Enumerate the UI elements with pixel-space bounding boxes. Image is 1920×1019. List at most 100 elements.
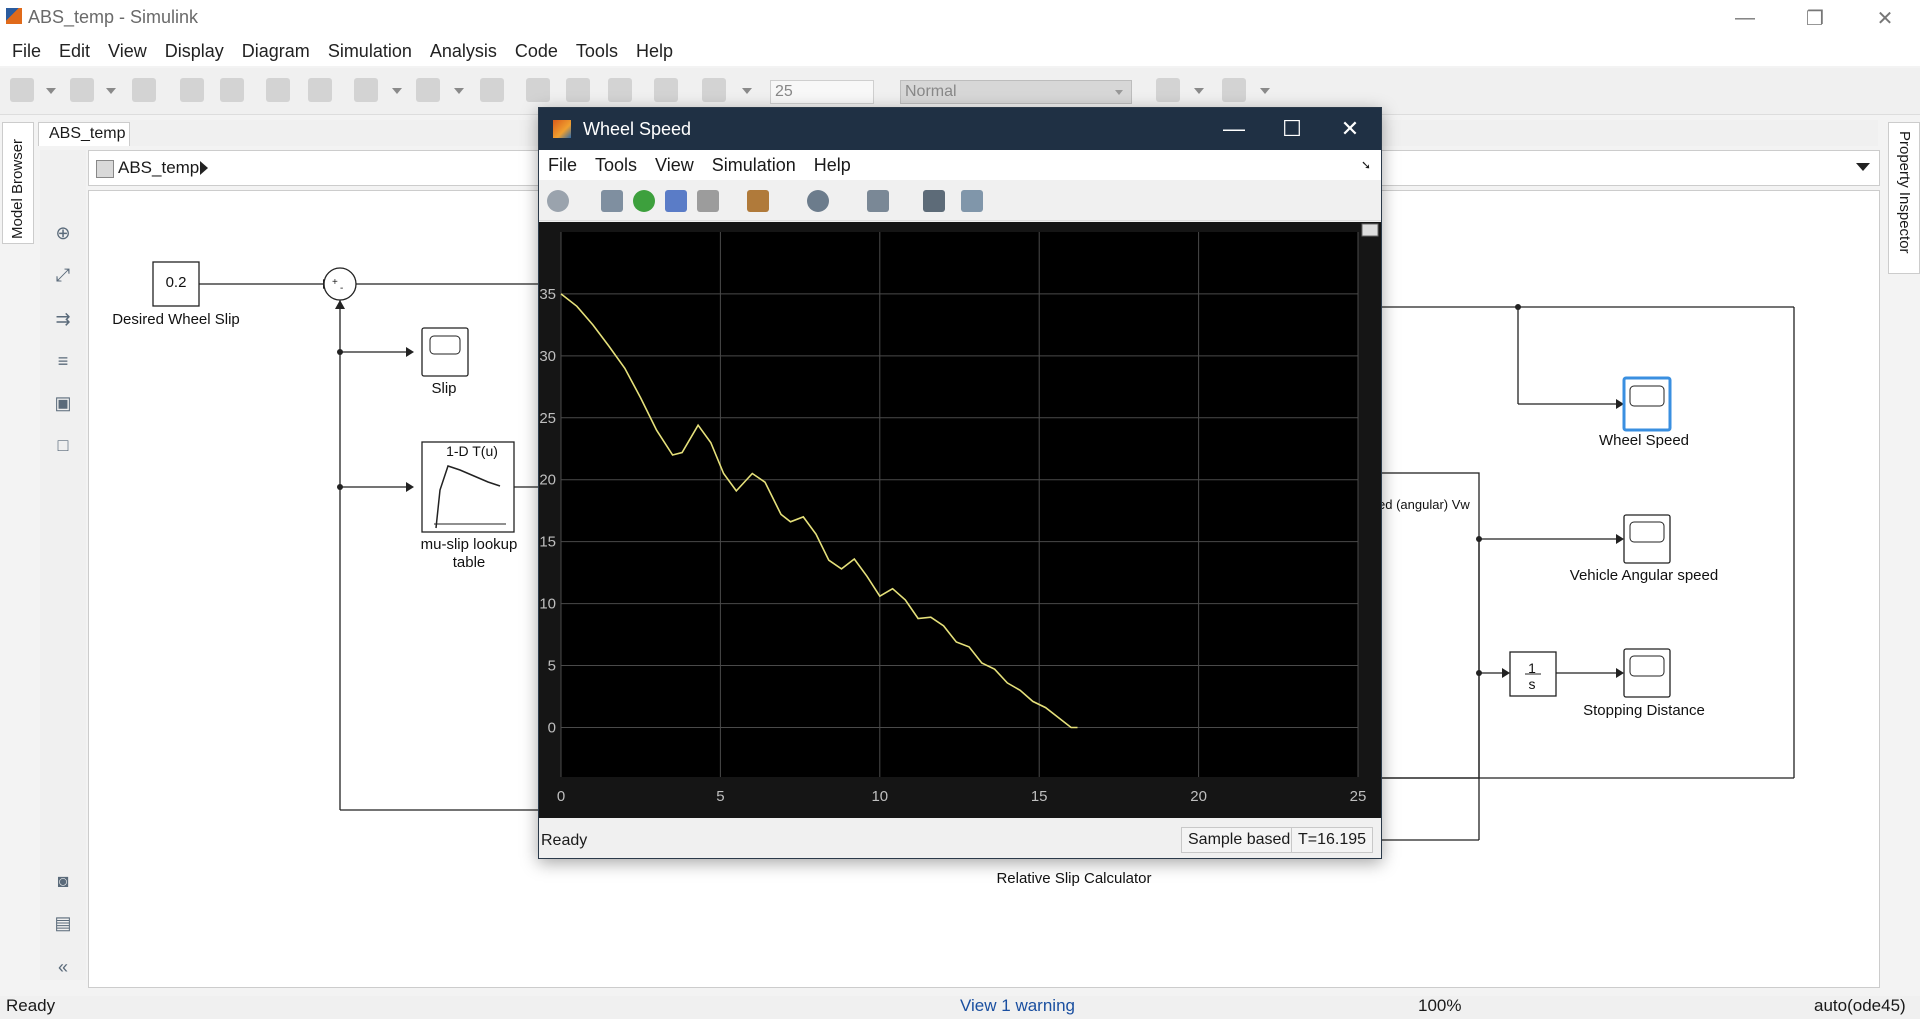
report-icon[interactable]: ▤: [54, 913, 72, 933]
scope-window[interactable]: Wheel Speed — ☐ ✕ File Tools View Simula…: [538, 107, 1382, 859]
open-dropdown-icon[interactable]: [106, 88, 116, 94]
scope-title-bar[interactable]: Wheel Speed — ☐ ✕: [539, 108, 1381, 150]
build-dropdown-icon[interactable]: [1260, 88, 1270, 94]
scope-toolbar: [539, 180, 1381, 221]
step-forward-icon[interactable]: [665, 190, 687, 212]
step-back-icon[interactable]: [526, 78, 550, 102]
chevron-down-icon: [1115, 90, 1123, 95]
settings-gear-icon[interactable]: [547, 190, 569, 212]
up-icon[interactable]: [266, 78, 290, 102]
scope-menu-tools[interactable]: Tools: [595, 154, 638, 175]
expand-icon[interactable]: [1361, 223, 1379, 237]
step-forward-icon[interactable]: [608, 78, 632, 102]
menu-diagram[interactable]: Diagram: [241, 40, 310, 61]
zoom-in-icon[interactable]: [807, 190, 829, 212]
constant-block[interactable]: [152, 261, 200, 307]
menu-edit[interactable]: Edit: [59, 40, 91, 61]
triggers-icon[interactable]: [923, 190, 945, 212]
measurements-icon[interactable]: [961, 190, 983, 212]
save-icon[interactable]: [132, 78, 156, 102]
solver-label[interactable]: auto(ode45): [1814, 996, 1906, 1015]
advisor-dropdown-icon[interactable]: [1194, 88, 1204, 94]
simulation-mode-select[interactable]: Normal: [900, 80, 1132, 104]
tick-labels: 0 5 10 15 20 25 0 5 10 15 20 25 30 35: [539, 286, 1366, 805]
new-model-icon[interactable]: [10, 78, 34, 102]
screenshot-icon[interactable]: ◙: [57, 871, 69, 891]
explorer-dropdown-icon[interactable]: [454, 88, 464, 94]
zoom-icon[interactable]: ⊕: [55, 223, 71, 243]
scope-plot[interactable]: 0 5 10 15 20 25 0 5 10 15 20 25 30 35: [539, 222, 1381, 818]
route-lines-icon[interactable]: ⇉: [55, 309, 71, 329]
restore-button[interactable]: ❐: [1806, 7, 1824, 30]
library-browser-icon[interactable]: [308, 78, 332, 102]
scope-menu-file[interactable]: File: [548, 154, 578, 175]
x-tick-label: 10: [871, 788, 888, 805]
scope-maximize-button[interactable]: ☐: [1282, 116, 1302, 141]
menu-tools[interactable]: Tools: [575, 40, 618, 61]
scope-menu-simulation[interactable]: Simulation: [711, 154, 796, 175]
stop-icon[interactable]: [654, 78, 678, 102]
autoscale-icon[interactable]: [867, 190, 889, 212]
scope-status-bar: Ready Sample based T=16.195: [539, 820, 1381, 858]
menu-help[interactable]: Help: [635, 40, 673, 61]
model-settings-icon[interactable]: [354, 78, 378, 102]
plot-axes: [561, 232, 1358, 777]
image-icon[interactable]: ▣: [54, 393, 72, 413]
x-tick-label: 0: [557, 788, 565, 805]
scope-menu-help[interactable]: Help: [813, 154, 851, 175]
settings-dropdown-icon[interactable]: [392, 88, 402, 94]
model-explorer-icon[interactable]: [416, 78, 440, 102]
menu-view[interactable]: View: [108, 40, 147, 61]
step-back-icon[interactable]: [601, 190, 623, 212]
back-icon[interactable]: [180, 78, 204, 102]
scope-title: Wheel Speed: [583, 119, 692, 139]
tool-palette: ⊕ ⤢ ⇉ ≡ ▣ □ ◙ ▤ «: [40, 150, 86, 980]
model-tab[interactable]: ABS_temp: [38, 122, 130, 146]
menu-file[interactable]: File: [12, 40, 42, 61]
menu-display[interactable]: Display: [164, 40, 224, 61]
inspector-dropdown-icon[interactable]: [742, 88, 752, 94]
breadcrumb[interactable]: ABS_temp: [118, 158, 200, 177]
integrator-numerator: 1: [1528, 660, 1536, 676]
menu-code[interactable]: Code: [514, 40, 558, 61]
area-icon[interactable]: □: [57, 435, 69, 455]
open-icon[interactable]: [70, 78, 94, 102]
sum-block[interactable]: [323, 267, 357, 301]
fit-view-icon[interactable]: ⤢: [55, 265, 71, 285]
highlight-icon[interactable]: [747, 190, 769, 212]
scope-minimize-button[interactable]: —: [1223, 116, 1245, 141]
address-dropdown-icon[interactable]: [1856, 163, 1870, 171]
stop-icon[interactable]: [697, 190, 719, 212]
new-dropdown-icon[interactable]: [46, 88, 56, 94]
data-inspector-icon[interactable]: [702, 78, 726, 102]
menu-simulation[interactable]: Simulation: [327, 40, 412, 61]
lookup-label-line1: mu-slip lookup: [420, 536, 518, 553]
run-icon[interactable]: [633, 190, 655, 212]
menu-analysis[interactable]: Analysis: [429, 40, 497, 61]
minimize-button[interactable]: —: [1735, 6, 1755, 29]
forward-icon[interactable]: [220, 78, 244, 102]
constant-value: 0.2: [165, 274, 187, 291]
y-tick-label: 15: [539, 534, 556, 551]
scope-menu-view[interactable]: View: [655, 154, 694, 175]
close-button[interactable]: ✕: [1876, 7, 1894, 30]
matlab-logo-icon: [553, 120, 571, 138]
scope-close-button[interactable]: ✕: [1340, 116, 1360, 141]
breadcrumb-arrow-icon: [200, 161, 208, 175]
dock-arrow-icon[interactable]: ➘: [1361, 158, 1372, 172]
y-tick-label: 0: [548, 719, 556, 736]
stop-time-field[interactable]: 25: [770, 80, 874, 104]
annotation-icon[interactable]: ≡: [57, 351, 69, 371]
run-icon[interactable]: [566, 78, 590, 102]
property-inspector-tab[interactable]: Property Inspector: [1888, 122, 1920, 274]
record-icon[interactable]: [480, 78, 504, 102]
wheel-speed-trace: [560, 293, 1078, 729]
model-advisor-icon[interactable]: [1156, 78, 1180, 102]
plot-grid: [560, 232, 1359, 777]
sample-mode: Sample based: [1181, 827, 1298, 853]
model-browser-tab[interactable]: Model Browser: [2, 122, 34, 244]
property-inspector-label: Property Inspector: [1896, 131, 1913, 254]
warning-link[interactable]: View 1 warning: [960, 996, 1075, 1015]
collapse-icon[interactable]: «: [57, 957, 68, 977]
build-icon[interactable]: [1222, 78, 1246, 102]
